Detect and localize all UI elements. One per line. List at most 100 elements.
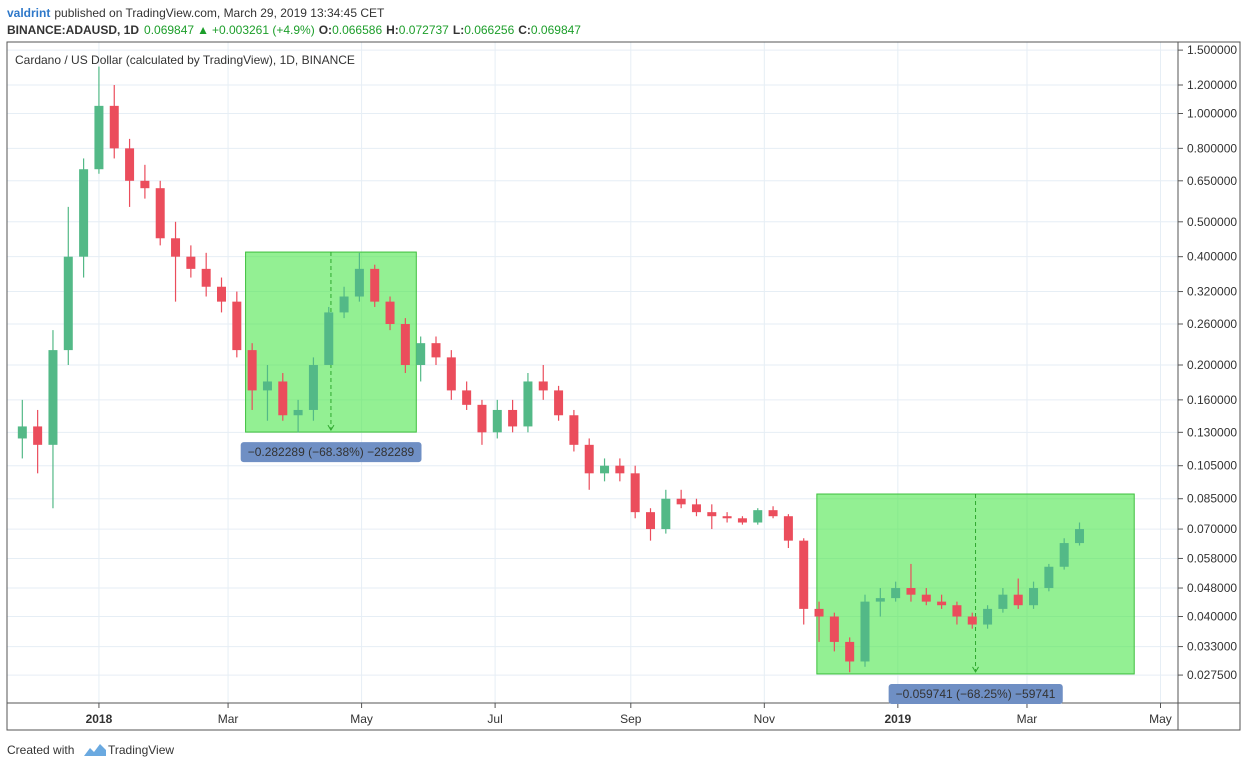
candle-body [324,312,334,366]
candle-body [584,444,594,474]
candle-body [477,404,487,433]
candle-body [17,426,27,439]
candle-body [446,357,456,391]
footer-brand: TradingView [108,743,174,757]
candle-body [554,390,564,416]
candle-body [615,465,625,474]
candle-body [492,409,502,433]
x-tick-label: 2018 [86,712,113,726]
ohlc-value: 0.066586 [332,23,382,37]
y-tick-label: 0.085000 [1187,492,1237,506]
candle-body [661,498,671,530]
y-tick-label: 0.320000 [1187,285,1237,299]
y-tick-label: 0.160000 [1187,393,1237,407]
candle-body [462,390,472,405]
candle-body [1044,566,1054,589]
published: published on TradingView.com, March 29, … [54,6,385,20]
candle-body [722,516,732,519]
candle-body [737,518,747,523]
x-tick-label: May [1149,712,1172,726]
y-tick-label: 0.058000 [1187,551,1237,565]
y-tick-label: 0.260000 [1187,317,1237,331]
candle-body [906,588,916,595]
candle-body [416,343,426,366]
y-tick-label: 0.027500 [1187,668,1237,682]
header-line: valdrint published on TradingView.com, Ma… [7,6,385,20]
x-tick-label: May [350,712,373,726]
candle-body [354,268,364,297]
y-tick-label: 0.200000 [1187,358,1237,372]
x-tick-label: Mar [218,712,239,726]
change: +0.003261 (+4.9%) [212,23,315,37]
candle-body [875,598,885,602]
y-tick-label: 0.130000 [1187,425,1237,439]
y-tick-label: 0.048000 [1187,581,1237,595]
x-tick-label: Jul [487,712,502,726]
candle-body [1059,543,1069,567]
candle-body [646,512,656,530]
candle-body [1029,588,1039,606]
candle-body [937,601,947,606]
range-label: −0.282289 (−68.38%) −282289 [248,445,415,459]
candle-body [217,286,227,302]
candle-body [753,510,763,523]
y-tick-label: 0.400000 [1187,250,1237,264]
x-tick-label: 2019 [884,712,911,726]
y-tick-label: 0.800000 [1187,141,1237,155]
candle-body [385,301,395,325]
candle-body [998,594,1008,609]
candle-body [171,238,181,257]
y-tick-label: 0.040000 [1187,610,1237,624]
frame [6,41,1241,731]
candle-body [783,516,793,541]
candle-body [293,409,303,416]
y-tick-label: 1.200000 [1187,78,1237,92]
ohlc-label: H: [386,23,399,37]
candle-body [814,608,824,617]
candle-body [860,601,870,662]
x-tick-label: Sep [620,712,642,726]
candle-body [1013,594,1023,606]
y-tick-label: 0.033000 [1187,640,1237,654]
tv-logo [84,744,106,756]
candle-body [201,268,211,287]
candle-body [691,504,701,513]
candle-body [247,350,257,391]
candle-body [829,616,839,642]
y-tick-label: 1.000000 [1187,106,1237,120]
candle-body [845,641,855,662]
candle-body [339,296,349,313]
author: valdrint [7,6,50,20]
candle-body [79,169,89,257]
candle-body [952,605,962,617]
candle-body [140,180,150,189]
candle-body [262,381,272,391]
range-label-box [888,683,1063,704]
y-tick-label: 0.105000 [1187,459,1237,473]
ohlc-value: 0.072737 [399,23,449,37]
candle-body [125,148,135,181]
candle-body [983,608,993,625]
x-tick-label: Mar [1017,712,1038,726]
candle-body [94,105,104,170]
candle-body [431,343,441,358]
candle-body [186,256,196,269]
candle-body [232,301,242,351]
range-label-box [240,442,422,463]
candle-body [538,381,548,391]
candle-body [921,594,931,602]
range-arrowhead [972,666,979,673]
ohlc-label: L: [453,23,464,37]
candle-body [155,188,165,239]
range-arrowhead [327,424,335,432]
candle-body [967,616,977,625]
last-price: 0.069847 [144,23,194,37]
candle-body [630,473,640,513]
candle-body [676,498,686,505]
candle-body [63,256,73,351]
footer-text: Created with [7,743,74,757]
candle-body [768,510,778,517]
y-tick-label: 0.650000 [1187,174,1237,188]
candle-body [799,540,809,609]
